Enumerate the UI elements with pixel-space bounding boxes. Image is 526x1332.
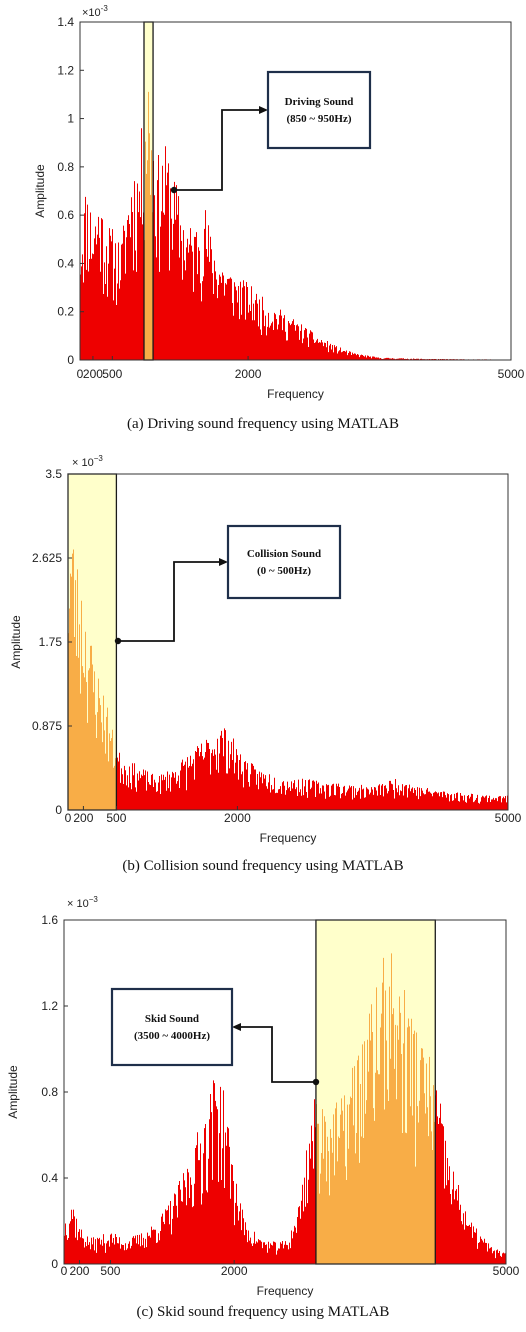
y-tick-label: 0.4 xyxy=(57,256,74,270)
x-axis-label: Frequency xyxy=(257,1284,314,1298)
driving-sound-chart: 00.20.40.60.811.21.40 200 500 2000 5000×10-3… xyxy=(33,4,525,401)
y-tick-label: 0 xyxy=(67,353,74,367)
chart-caption: (c) Skid sound frequency using MATLAB xyxy=(136,1304,390,1320)
callout-range: (850 ~ 950Hz) xyxy=(287,113,352,125)
arrowhead-icon xyxy=(259,106,268,114)
y-tick-label: 0.8 xyxy=(41,1085,58,1099)
callout-connector xyxy=(174,109,260,191)
callout-range: (0 ~ 500Hz) xyxy=(257,565,311,577)
callout-connector xyxy=(118,561,220,642)
x-tick-label: 0 xyxy=(61,1264,68,1278)
y-tick-label: 1.2 xyxy=(41,999,58,1013)
y-tick-label: 0 xyxy=(55,803,62,817)
skid-sound-chart: 00.40.81.21.60 200 500 2000 5000× 10−3Freque… xyxy=(6,895,520,1298)
callout-anchor-dot xyxy=(170,186,178,194)
chart-panel-skid: 0 0.4 0.8 1.2 1.6 0 200 500 2000 5000 × 10−3 Freque… xyxy=(0,893,526,1332)
callout-title: Collision Sound xyxy=(247,548,321,560)
x-tick-label: 200 xyxy=(69,1264,89,1278)
y-tick-label: 2.625 xyxy=(32,551,62,565)
callout-box xyxy=(266,70,372,150)
x-axis-label: Frequency xyxy=(260,831,317,845)
x-tick-label: 500 xyxy=(106,811,126,825)
callout-anchor-dot xyxy=(114,637,122,645)
x-tick-label: 5000 xyxy=(495,811,522,825)
y-axis-label: Amplitude xyxy=(6,1065,20,1119)
x-tick-label: 200 xyxy=(73,811,93,825)
chart-caption: (a) Driving sound frequency using MATLAB xyxy=(126,416,400,432)
y-tick-label: 1.6 xyxy=(41,913,58,927)
x-tick-label: 0 xyxy=(65,811,72,825)
x-axis-label: Frequency xyxy=(267,387,324,401)
spectrum-series xyxy=(80,91,511,360)
chart-panel-driving: 0 0.2 0.4 0.6 0.8 1 1.2 1.4 0 200 500 2000 5000 ×10-3… xyxy=(0,0,526,440)
y-tick-label: 0 xyxy=(51,1257,58,1271)
y-axis-label: Amplitude xyxy=(9,615,23,669)
x-tick-label: 2000 xyxy=(221,1264,248,1278)
x-tick-label: 0 xyxy=(77,367,84,381)
axes-frame xyxy=(79,21,512,361)
callout-anchor-dot xyxy=(312,1078,320,1086)
y-tick-label: 1.4 xyxy=(57,15,74,29)
y-exponent-label: × 10−3 xyxy=(72,454,103,469)
callout-box xyxy=(226,524,342,600)
x-tick-label: 2000 xyxy=(235,367,262,381)
callout-title: Driving Sound xyxy=(285,96,354,108)
x-tick-label: 500 xyxy=(100,1264,120,1278)
y-tick-label: 0.6 xyxy=(57,208,74,222)
y-axis-label: Amplitude xyxy=(33,164,47,218)
callout-title: Skid Sound xyxy=(145,1013,199,1025)
y-tick-label: 0.875 xyxy=(32,719,62,733)
y-tick-label: 3.5 xyxy=(45,467,62,481)
y-tick-label: 0.2 xyxy=(57,305,74,319)
y-tick-label: 1.2 xyxy=(57,63,74,77)
highlight-band xyxy=(143,21,154,361)
plot-area xyxy=(68,474,508,810)
spectrum-series xyxy=(68,549,508,810)
x-tick-label: 5000 xyxy=(493,1264,520,1278)
highlight-band xyxy=(315,919,436,1265)
y-exponent-label: ×10-3 xyxy=(82,4,108,19)
arrowhead-icon xyxy=(232,1023,241,1031)
x-tick-label: 500 xyxy=(102,367,122,381)
y-tick-label: 1 xyxy=(67,112,74,126)
chart-caption: (b) Collision sound frequency using MATL… xyxy=(122,858,404,874)
callout-connector xyxy=(240,1026,316,1083)
chart-panel-collision: 0 0.875 1.75 2.625 3.5 0 200 500 2000 5000 × 10−3 F… xyxy=(0,448,526,888)
callout-box xyxy=(110,987,234,1067)
y-tick-label: 0.8 xyxy=(57,160,74,174)
arrowhead-icon xyxy=(219,558,228,566)
x-tick-label: 200 xyxy=(83,367,103,381)
highlight-band xyxy=(67,473,118,811)
y-tick-label: 0.4 xyxy=(41,1171,58,1185)
x-tick-label: 5000 xyxy=(498,367,525,381)
x-tick-label: 2000 xyxy=(224,811,251,825)
y-tick-label: 1.75 xyxy=(39,635,63,649)
callout-range: (3500 ~ 4000Hz) xyxy=(134,1030,210,1042)
y-exponent-label: × 10−3 xyxy=(67,895,98,910)
